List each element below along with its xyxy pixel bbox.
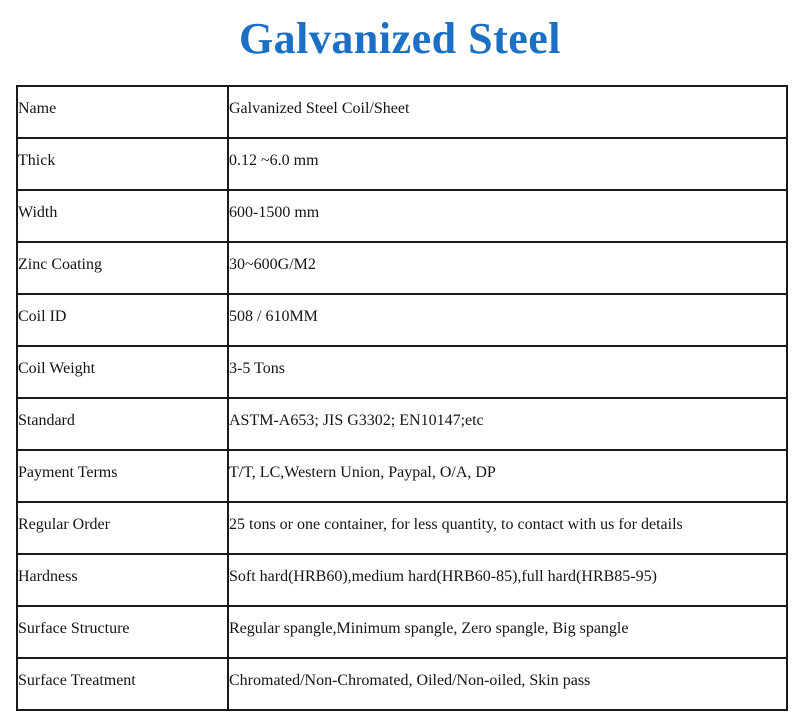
row-label-text: Payment Terms — [18, 464, 118, 481]
row-label: Regular Order — [16, 501, 229, 555]
row-label: Thick — [16, 137, 229, 191]
table-row: Name Galvanized Steel Coil/Sheet — [16, 85, 788, 139]
row-value-text: Chromated/Non-Chromated, Oiled/Non-oiled… — [229, 672, 591, 689]
table-row: Payment Terms T/T, LC,Western Union, Payp… — [16, 449, 788, 503]
row-value-text: Soft hard(HRB60),medium hard(HRB60-85),f… — [229, 568, 657, 585]
row-label: Width — [16, 189, 229, 243]
table-row: Regular Order 25 tons or one container, f… — [16, 501, 788, 555]
row-label-text: Standard — [18, 412, 75, 429]
row-value-text: 25 tons or one container, for less quant… — [229, 516, 683, 533]
row-label-text: Surface Treatment — [18, 672, 136, 689]
row-value: Regular spangle,Minimum spangle, Zero sp… — [227, 605, 788, 659]
row-label: Zinc Coating — [16, 241, 229, 295]
row-label-text: Zinc Coating — [18, 256, 102, 273]
row-label-text: Name — [18, 100, 57, 117]
row-value-text: 30~600G/M2 — [229, 256, 316, 273]
row-value: 0.12 ~6.0 mm — [227, 137, 788, 191]
row-label: Standard — [16, 397, 229, 451]
row-value: 3-5 Tons — [227, 345, 788, 399]
row-value-text: T/T, LC,Western Union, Paypal, O/A, DP — [229, 464, 496, 481]
table-row: Thick 0.12 ~6.0 mm — [16, 137, 788, 191]
row-label-text: Coil Weight — [18, 360, 96, 377]
row-label: Coil ID — [16, 293, 229, 347]
table-row: Standard ASTM-A653; JIS G3302; EN10147;et… — [16, 397, 788, 451]
spec-table-body: Name Galvanized Steel Coil/Sheet Thick 0.12… — [16, 85, 788, 711]
row-value-text: 508 / 610MM — [229, 308, 318, 325]
row-value: Chromated/Non-Chromated, Oiled/Non-oiled… — [227, 657, 788, 711]
table-row: Width 600-1500 mm — [16, 189, 788, 243]
row-label-text: Width — [18, 204, 58, 221]
row-value: Galvanized Steel Coil/Sheet — [227, 85, 788, 139]
row-label-text: Thick — [18, 152, 56, 169]
row-value: Soft hard(HRB60),medium hard(HRB60-85),f… — [227, 553, 788, 607]
row-label: Surface Treatment — [16, 657, 229, 711]
row-label-text: Coil ID — [18, 308, 67, 325]
row-label: Coil Weight — [16, 345, 229, 399]
row-value-text: 600-1500 mm — [229, 204, 320, 221]
row-value: ASTM-A653; JIS G3302; EN10147;etc — [227, 397, 788, 451]
row-label: Payment Terms — [16, 449, 229, 503]
table-row: Surface Structure Regular spangle,Minimum… — [16, 605, 788, 659]
row-label: Name — [16, 85, 229, 139]
row-label-text: Hardness — [18, 568, 78, 585]
row-label-text: Regular Order — [18, 516, 110, 533]
table-row: Hardness Soft hard(HRB60),medium hard(HRB… — [16, 553, 788, 607]
table-row: Coil ID 508 / 610MM — [16, 293, 788, 347]
table-row: Zinc Coating 30~600G/M2 — [16, 241, 788, 295]
row-value: 30~600G/M2 — [227, 241, 788, 295]
row-value-text: Regular spangle,Minimum spangle, Zero sp… — [229, 620, 629, 637]
row-value-text: 3-5 Tons — [229, 360, 285, 377]
row-value-text: ASTM-A653; JIS G3302; EN10147;etc — [229, 412, 484, 429]
spec-table: Name Galvanized Steel Coil/Sheet Thick 0.12… — [16, 85, 788, 711]
row-value: 508 / 610MM — [227, 293, 788, 347]
row-value-text: Galvanized Steel Coil/Sheet — [229, 100, 410, 117]
row-value: T/T, LC,Western Union, Paypal, O/A, DP — [227, 449, 788, 503]
row-label-text: Surface Structure — [18, 620, 130, 637]
row-label: Surface Structure — [16, 605, 229, 659]
page-title: Galvanized Steel — [238, 14, 562, 63]
row-label: Hardness — [16, 553, 229, 607]
row-value: 600-1500 mm — [227, 189, 788, 243]
row-value-text: 0.12 ~6.0 mm — [229, 152, 319, 169]
table-row: Surface Treatment Chromated/Non-Chromated… — [16, 657, 788, 711]
row-value: 25 tons or one container, for less quant… — [227, 501, 788, 555]
table-row: Coil Weight 3-5 Tons — [16, 345, 788, 399]
